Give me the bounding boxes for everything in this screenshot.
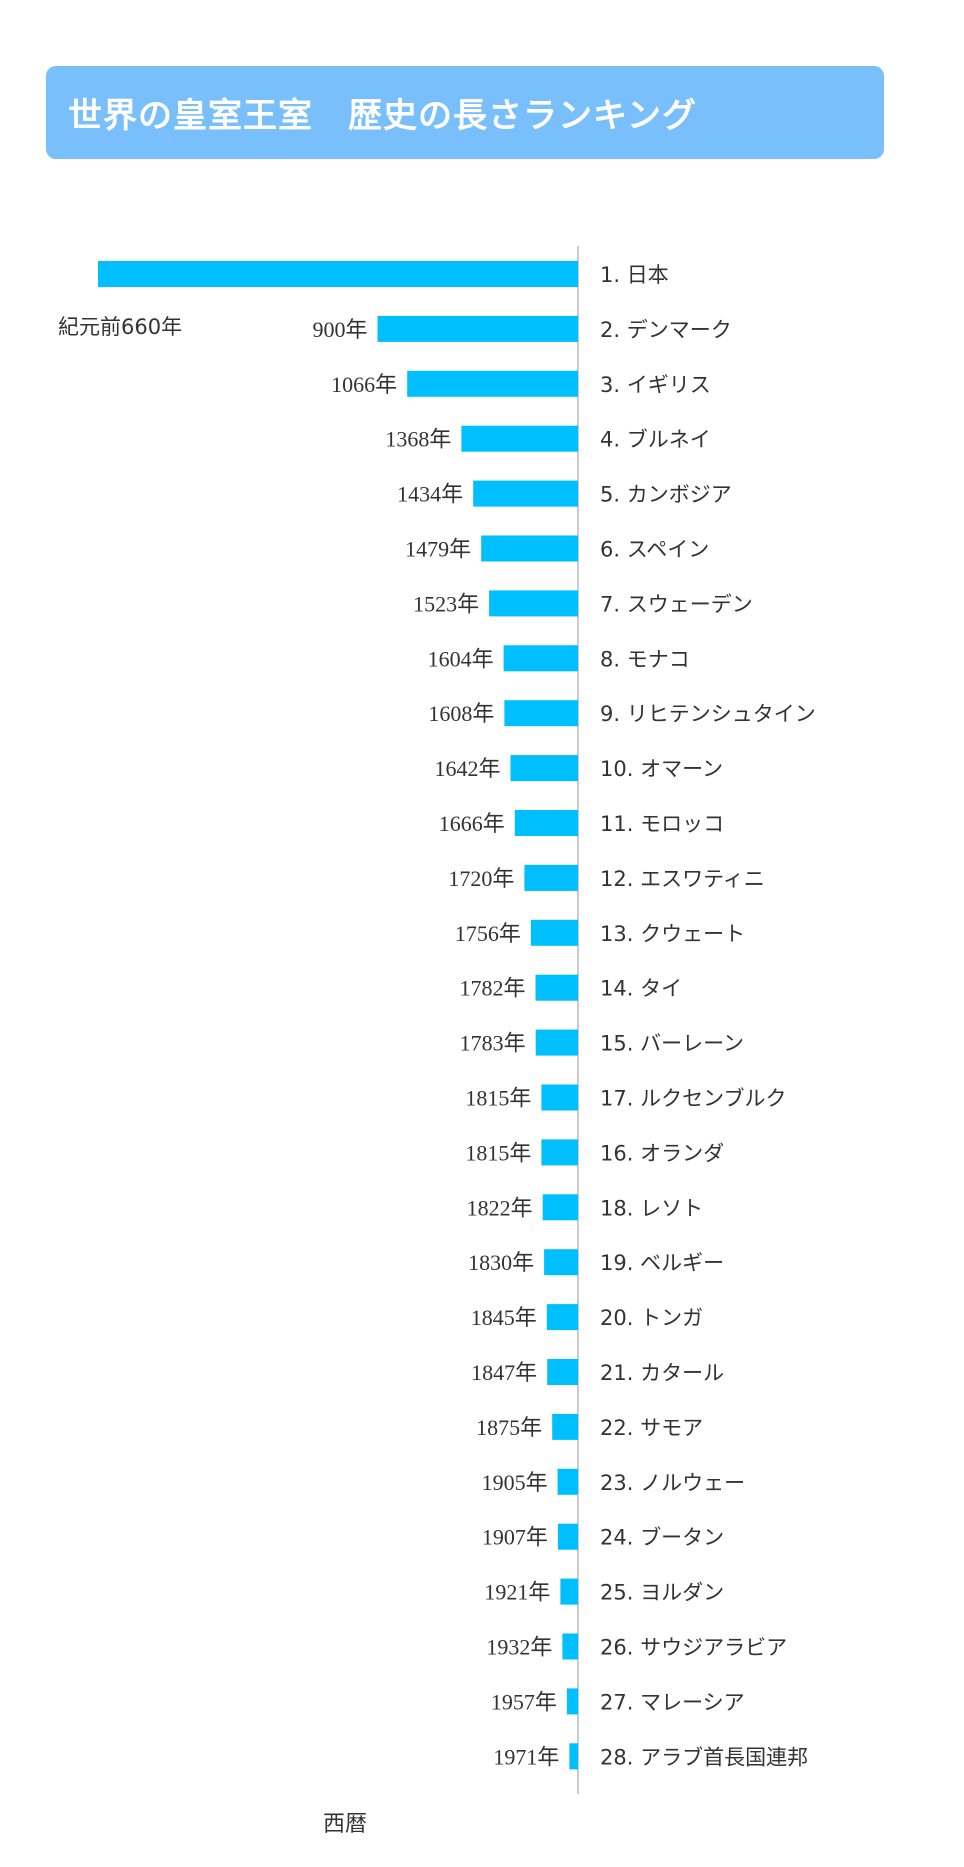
- year-label: 1822年: [467, 1195, 533, 1220]
- country-label: 3. イギリス: [600, 373, 711, 397]
- bar: [98, 261, 578, 287]
- bar: [489, 590, 578, 617]
- bar: [510, 755, 578, 782]
- country-label: 10. オマーン: [600, 757, 723, 781]
- bar: [541, 1084, 578, 1111]
- country-label: 2. デンマーク: [600, 318, 732, 342]
- country-label: 19. ベルギー: [600, 1251, 724, 1275]
- bar: [473, 480, 578, 507]
- bar: [535, 974, 578, 1001]
- country-label: 24. ブータン: [600, 1526, 724, 1550]
- year-label: 1783年: [460, 1031, 526, 1056]
- country-label: 14. タイ: [600, 977, 682, 1001]
- bar: [569, 1743, 578, 1770]
- country-label: 16. オランダ: [600, 1141, 724, 1165]
- year-label: 900年: [312, 317, 367, 342]
- year-label: 1756年: [455, 921, 521, 946]
- bar: [566, 1688, 578, 1715]
- bar: [542, 1194, 578, 1221]
- country-label: 18. レソト: [600, 1196, 703, 1220]
- country-label: 6. スペイン: [600, 538, 709, 562]
- year-label: 1720年: [448, 866, 514, 891]
- bar: [514, 810, 578, 836]
- year-label: 1368年: [385, 427, 451, 452]
- year-label: 1907年: [482, 1525, 548, 1550]
- bar: [407, 370, 578, 397]
- year-label: 1642年: [434, 756, 500, 781]
- year-label: 1815年: [465, 1140, 531, 1165]
- country-label: 20. トンガ: [600, 1306, 703, 1330]
- bar: [503, 645, 578, 672]
- bar: [546, 1304, 578, 1331]
- bar: [560, 1578, 578, 1605]
- bar: [461, 425, 578, 452]
- country-label: 27. マレーシア: [600, 1690, 745, 1714]
- year-label: 1666年: [439, 811, 505, 836]
- year-label: 1847年: [471, 1360, 537, 1385]
- country-label: 7. スウェーデン: [600, 592, 753, 616]
- page-title: 世界の皇室王室 歴史の長さランキング: [68, 96, 697, 136]
- country-label: 28. アラブ首長国連邦: [600, 1745, 808, 1769]
- bar: [544, 1249, 578, 1276]
- country-label: 4. ブルネイ: [600, 428, 711, 452]
- bar: [541, 1139, 578, 1166]
- country-label: 11. モロッコ: [600, 812, 724, 836]
- country-label: 25. ヨルダン: [600, 1581, 724, 1605]
- year-label: 1479年: [405, 537, 471, 562]
- year-label: 1875年: [476, 1415, 542, 1440]
- year-label: 紀元前660年: [58, 315, 182, 339]
- year-label: 1971年: [493, 1744, 559, 1769]
- year-label: 1845年: [471, 1305, 537, 1330]
- bar: [562, 1633, 578, 1660]
- country-label: 5. カンボジア: [600, 483, 732, 507]
- year-label: 1066年: [331, 372, 397, 397]
- year-label: 1604年: [428, 646, 494, 671]
- bar: [481, 535, 578, 562]
- x-axis-label: 西暦: [323, 1812, 367, 1837]
- year-label: 1830年: [468, 1250, 534, 1275]
- bar: [547, 1359, 578, 1385]
- bar: [557, 1523, 578, 1550]
- bar: [377, 315, 578, 342]
- country-label: 8. モナコ: [600, 647, 690, 671]
- bar: [552, 1413, 578, 1440]
- year-label: 1905年: [482, 1470, 548, 1495]
- country-label: 1. 日本: [600, 263, 669, 287]
- country-label: 12. エスワティニ: [600, 867, 765, 891]
- bar: [524, 864, 578, 891]
- country-label: 22. サモア: [600, 1416, 703, 1440]
- year-label: 1921年: [484, 1580, 550, 1605]
- country-label: 9. リヒテンシュタイン: [600, 702, 816, 726]
- bar: [557, 1468, 578, 1495]
- year-label: 1932年: [486, 1635, 552, 1660]
- year-label: 1434年: [397, 482, 463, 507]
- bar: [530, 919, 578, 946]
- bar: [535, 1029, 578, 1056]
- country-label: 15. バーレーン: [600, 1032, 744, 1056]
- year-label: 1608年: [428, 701, 494, 726]
- year-label: 1782年: [459, 976, 525, 1001]
- country-label: 26. サウジアラビア: [600, 1636, 787, 1660]
- year-label: 1957年: [491, 1689, 557, 1714]
- country-label: 13. クウェート: [600, 922, 745, 946]
- title-banner: 世界の皇室王室 歴史の長さランキング: [46, 66, 884, 159]
- year-label: 1523年: [413, 591, 479, 616]
- country-label: 23. ノルウェー: [600, 1471, 745, 1495]
- country-label: 21. カタール: [600, 1361, 724, 1385]
- country-label: 17. ルクセンブルク: [600, 1087, 786, 1111]
- year-label: 1815年: [465, 1086, 531, 1111]
- bar: [504, 700, 578, 727]
